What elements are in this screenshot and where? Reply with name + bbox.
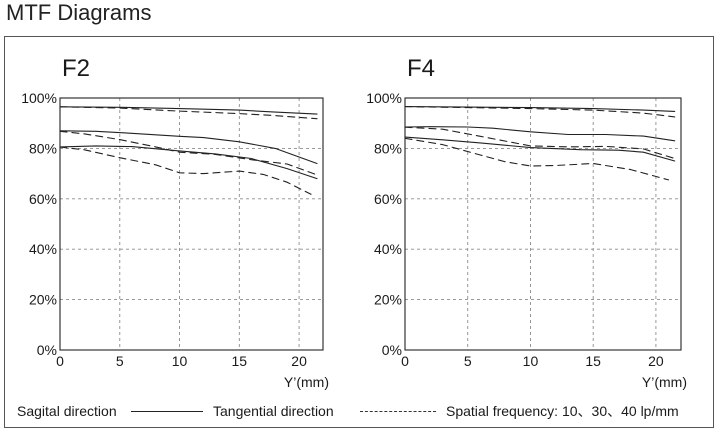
series-line-solid: [404, 136, 676, 162]
x-tick-label: 10: [172, 353, 188, 369]
x-tick-label: 5: [116, 353, 124, 369]
series-line-solid: [59, 106, 318, 115]
y-tick-label: 100%: [21, 90, 57, 106]
series-line-dashed: [404, 137, 670, 181]
y-tick-label: 0%: [382, 342, 402, 358]
x-tick-label: 5: [464, 353, 472, 369]
series-line-dashed: [59, 106, 318, 120]
y-tick-label: 40%: [374, 241, 402, 257]
chart-f2: F2 0% 20% 40% 60% 80% 100% 0 5 10 15 20 Y’(mm): [21, 55, 329, 390]
legend-sagital-label: Sagital direction: [17, 403, 117, 419]
y-tick-label: 20%: [29, 292, 57, 308]
chart-title: F4: [407, 55, 435, 82]
series-line-dashed: [404, 106, 676, 118]
chart-f4: F4 0% 20% 40% 60% 80% 100% 0 5 10 15 20 Y’(mm): [366, 55, 687, 390]
chart-title: F2: [62, 55, 90, 82]
x-tick-label: 0: [401, 353, 409, 369]
x-tick-label: 10: [523, 353, 539, 369]
x-axis-label: Y’(mm): [642, 374, 687, 390]
y-tick-label: 60%: [29, 191, 57, 207]
x-tick-label: 20: [291, 353, 307, 369]
series-line-dashed: [404, 126, 676, 160]
legend: Sagital direction Tangential direction S…: [0, 401, 720, 423]
x-axis-label: Y’(mm): [284, 374, 329, 390]
plot-area-border: [59, 97, 324, 351]
page-title: MTF Diagrams: [6, 0, 152, 25]
y-tick-label: 40%: [29, 241, 57, 257]
x-tick-label: 0: [56, 353, 64, 369]
y-tick-label: 20%: [374, 292, 402, 308]
series-line-solid: [404, 126, 676, 142]
y-tick-label: 60%: [374, 191, 402, 207]
chart-frame: [4, 36, 714, 428]
x-tick-label: 15: [232, 353, 248, 369]
legend-frequency-label: Spatial frequency: 10、30、40 lp/mm: [446, 403, 679, 419]
series-line-dashed: [59, 146, 312, 195]
series-line-solid: [59, 145, 318, 180]
y-tick-label: 80%: [29, 140, 57, 156]
x-tick-label: 15: [585, 353, 601, 369]
legend-solid-line-sample: [131, 411, 203, 412]
series-line-dashed: [59, 130, 318, 176]
series-line-solid: [59, 130, 318, 165]
y-tick-label: 100%: [366, 90, 402, 106]
plot-area-border: [404, 97, 682, 351]
x-tick-label: 20: [648, 353, 664, 369]
legend-tangential-label: Tangential direction: [213, 403, 334, 419]
y-tick-label: 0%: [37, 342, 57, 358]
y-tick-label: 80%: [374, 140, 402, 156]
legend-dashed-line-sample: [360, 411, 436, 412]
